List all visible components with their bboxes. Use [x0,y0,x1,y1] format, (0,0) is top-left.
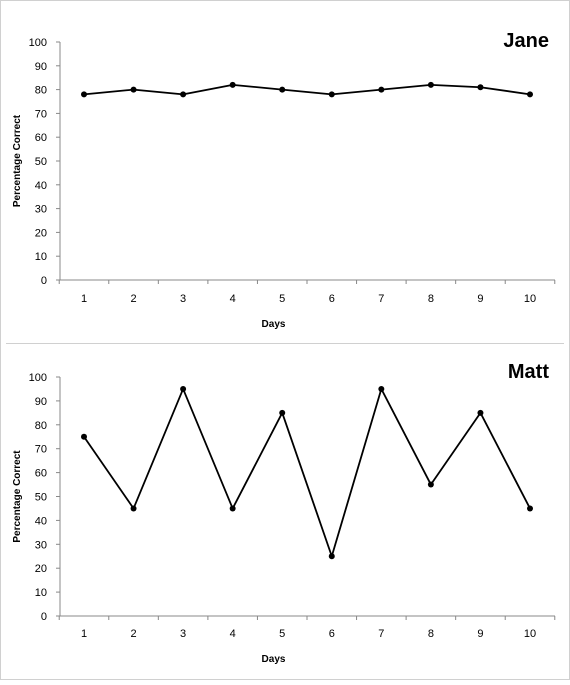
x-tick-label: 3 [180,293,186,305]
x-axis-title: Days [262,654,286,665]
data-point [328,91,335,98]
x-tick-label: 8 [428,628,434,640]
y-tick-label: 100 [29,37,47,49]
x-tick-label: 4 [230,628,236,640]
data-point [229,81,236,88]
y-tick-label: 60 [35,468,47,480]
data-point [180,385,187,392]
x-tick-label: 6 [329,293,335,305]
x-tick-label: 9 [477,628,483,640]
x-tick-label: 10 [524,628,536,640]
y-tick-label: 0 [41,275,47,287]
data-point [527,91,533,98]
data-point [81,433,87,440]
x-tick-label: 7 [378,293,384,305]
data-point [477,84,484,91]
series-line [83,388,531,558]
data-point [527,505,533,512]
y-axis-title: Percentage Correct [12,450,23,543]
data-point [180,91,187,98]
data-point [477,409,484,416]
x-tick-label: 1 [81,293,87,305]
x-tick-label: 5 [279,293,285,305]
series-line [83,83,531,96]
y-tick-label: 20 [35,563,47,575]
data-point [279,409,286,416]
x-tick-label: 10 [524,293,536,305]
data-point [427,81,434,88]
x-axis-title: Days [262,319,286,330]
y-tick-label: 90 [35,396,47,408]
y-tick-label: 50 [35,492,47,504]
x-tick-label: 5 [279,628,285,640]
y-tick-label: 0 [41,611,47,623]
x-tick-label: 4 [230,293,236,305]
y-tick-label: 100 [29,372,47,384]
x-tick-label: 6 [329,628,335,640]
data-point [378,385,385,392]
x-tick-label: 9 [477,293,483,305]
panel-title: Jane [503,30,549,52]
y-tick-label: 30 [35,539,47,551]
data-point [229,505,236,512]
y-tick-label: 10 [35,251,47,263]
y-tick-label: 30 [35,204,47,216]
data-point [81,91,87,98]
y-tick-label: 80 [35,85,47,97]
y-tick-label: 90 [35,61,47,73]
x-tick-label: 8 [428,293,434,305]
x-tick-label: 2 [130,628,136,640]
data-point [130,86,137,93]
y-axis-title: Percentage Correct [12,114,23,207]
y-tick-label: 70 [35,444,47,456]
x-tick-label: 3 [180,628,186,640]
y-tick-label: 10 [35,587,47,599]
data-point [378,86,385,93]
x-tick-label: 7 [378,628,384,640]
data-point [130,505,137,512]
y-tick-label: 40 [35,180,47,192]
y-tick-label: 80 [35,420,47,432]
x-tick-label: 1 [81,628,87,640]
y-tick-label: 50 [35,156,47,168]
data-point [328,553,335,560]
x-tick-label: 2 [130,293,136,305]
y-tick-label: 20 [35,227,47,239]
y-tick-label: 70 [35,108,47,120]
panel-title: Matt [508,361,549,383]
data-point [427,481,434,488]
y-tick-label: 40 [35,515,47,527]
data-point [279,86,286,93]
y-tick-label: 60 [35,132,47,144]
